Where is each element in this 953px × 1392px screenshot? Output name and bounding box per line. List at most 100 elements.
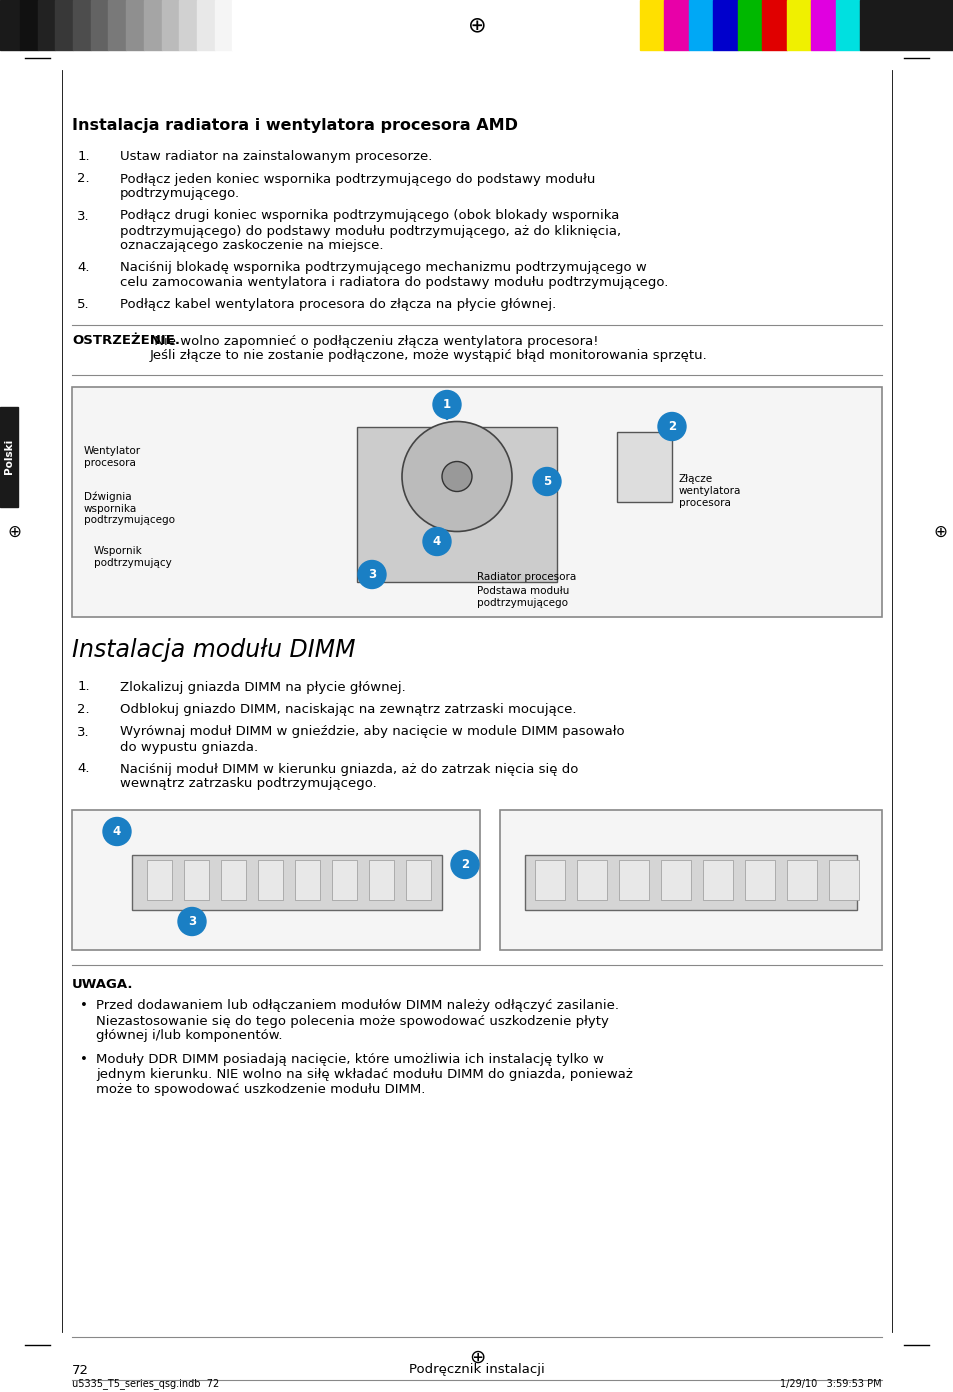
Text: 4: 4	[433, 535, 440, 548]
Circle shape	[357, 561, 386, 589]
Bar	[618, 859, 648, 899]
Bar	[20, 0, 38, 50]
Text: Radiator procesora: Radiator procesora	[476, 572, 576, 582]
Bar	[524, 855, 856, 909]
Text: ⊕: ⊕	[467, 15, 486, 35]
Bar	[639, 0, 663, 50]
Bar	[71, 810, 479, 949]
Text: •: •	[80, 1052, 88, 1066]
Bar	[369, 859, 394, 899]
Text: OSTRZEŻENIE.: OSTRZEŻENIE.	[71, 334, 180, 348]
Bar	[737, 0, 761, 50]
Bar	[55, 0, 73, 50]
Bar	[179, 0, 196, 50]
Text: Odblokuj gniazdo DIMM, naciskając na zewnątrz zatrzaski mocujące.: Odblokuj gniazdo DIMM, naciskając na zew…	[120, 703, 576, 715]
Bar	[144, 0, 161, 50]
Text: u5335_T5_series_qsg.indb  72: u5335_T5_series_qsg.indb 72	[71, 1378, 219, 1389]
Text: 4.: 4.	[77, 262, 90, 274]
Circle shape	[533, 468, 560, 496]
Text: 2.: 2.	[77, 173, 90, 185]
Text: Naciśnij blokadę wspornika podtrzymującego mechanizmu podtrzymującego w
celu zam: Naciśnij blokadę wspornika podtrzymujące…	[120, 262, 668, 290]
Bar	[147, 859, 172, 899]
Text: Podłącz drugi koniec wspornika podtrzymującego (obok blokady wspornika
podtrzymu: Podłącz drugi koniec wspornika podtrzymu…	[120, 210, 620, 252]
Text: 2: 2	[460, 857, 469, 871]
Text: •: •	[80, 999, 88, 1012]
Circle shape	[658, 412, 685, 440]
Text: 1: 1	[442, 398, 451, 411]
Bar	[221, 859, 246, 899]
Text: Zlokalizuj gniazda DIMM na płycie głównej.: Zlokalizuj gniazda DIMM na płycie główne…	[120, 681, 405, 693]
Bar	[356, 426, 557, 582]
Text: Instalacja radiatora i wentylatora procesora AMD: Instalacja radiatora i wentylatora proce…	[71, 118, 517, 134]
Text: 2.: 2.	[77, 703, 90, 715]
Text: 1.: 1.	[77, 150, 90, 163]
Text: 2: 2	[667, 420, 676, 433]
Bar	[688, 0, 713, 50]
Bar	[761, 0, 786, 50]
Text: Polski: Polski	[4, 438, 14, 475]
Bar	[73, 0, 91, 50]
Bar	[91, 0, 109, 50]
Bar	[71, 387, 882, 617]
Text: ⊕: ⊕	[932, 522, 946, 540]
Text: Moduły DDR DIMM posiadają nacięcie, które umożliwia ich instalację tylko w
jedny: Moduły DDR DIMM posiadają nacięcie, któr…	[96, 1052, 632, 1096]
Bar	[499, 810, 882, 949]
Text: 1.: 1.	[77, 681, 90, 693]
Bar	[0, 406, 18, 507]
Bar	[702, 859, 732, 899]
Text: 3: 3	[188, 915, 196, 928]
Bar	[0, 0, 20, 50]
Bar	[535, 859, 564, 899]
Text: Wspornik
podtrzymujący: Wspornik podtrzymujący	[94, 547, 172, 568]
Circle shape	[178, 908, 206, 935]
Text: Przed dodawaniem lub odłączaniem modułów DIMM należy odłączyć zasilanie.
Niezast: Przed dodawaniem lub odłączaniem modułów…	[96, 999, 618, 1043]
Text: Złącze
wentylatora
procesora: Złącze wentylatora procesora	[679, 475, 740, 508]
Text: Ustaw radiator na zainstalowanym procesorze.: Ustaw radiator na zainstalowanym proceso…	[120, 150, 432, 163]
Bar	[660, 859, 690, 899]
Text: Nie wolno zapomnieć o podłączeniu złącza wentylatora procesora!
Jeśli złącze to : Nie wolno zapomnieć o podłączeniu złącza…	[150, 334, 707, 362]
Bar	[786, 859, 816, 899]
Text: Podręcznik instalacji: Podręcznik instalacji	[409, 1364, 544, 1377]
Text: Podłącz kabel wentylatora procesora do złącza na płycie głównej.: Podłącz kabel wentylatora procesora do z…	[120, 298, 556, 310]
Bar	[257, 859, 283, 899]
Bar	[835, 0, 859, 50]
Bar	[786, 0, 810, 50]
Bar	[744, 859, 774, 899]
Text: 72: 72	[71, 1364, 89, 1377]
Bar	[184, 859, 209, 899]
Text: Dźwignia
wspornika
podtrzymującego: Dźwignia wspornika podtrzymującego	[84, 491, 174, 525]
Text: ⊕: ⊕	[7, 522, 21, 540]
Bar	[713, 0, 737, 50]
Bar	[161, 0, 179, 50]
Text: Wentylator
procesora: Wentylator procesora	[84, 447, 141, 468]
Circle shape	[433, 391, 460, 419]
Bar	[617, 432, 671, 501]
Text: 5.: 5.	[77, 298, 90, 310]
Bar	[38, 0, 55, 50]
Text: 3: 3	[368, 568, 375, 580]
Text: UWAGA.: UWAGA.	[71, 977, 133, 991]
Bar	[577, 859, 606, 899]
Circle shape	[401, 422, 512, 532]
Circle shape	[103, 817, 131, 845]
Text: Naciśnij moduł DIMM w kierunku gniazda, aż do zatrzak nięcia się do
wewnątrz zat: Naciśnij moduł DIMM w kierunku gniazda, …	[120, 763, 578, 791]
Bar	[406, 859, 431, 899]
Bar	[214, 0, 233, 50]
Circle shape	[451, 851, 478, 878]
Bar	[233, 0, 250, 50]
Bar	[859, 0, 953, 50]
Text: 5: 5	[542, 475, 551, 489]
Circle shape	[441, 462, 472, 491]
Text: 4.: 4.	[77, 763, 90, 775]
Bar	[196, 0, 214, 50]
Bar	[810, 0, 835, 50]
Bar	[332, 859, 356, 899]
Bar	[126, 0, 144, 50]
Text: ⊕: ⊕	[468, 1347, 485, 1367]
Text: 1/29/10   3:59:53 PM: 1/29/10 3:59:53 PM	[780, 1379, 882, 1389]
Bar	[294, 859, 319, 899]
Text: Podstawa modułu
podtrzymującego: Podstawa modułu podtrzymującego	[476, 586, 569, 608]
Bar	[828, 859, 858, 899]
Text: 4: 4	[112, 825, 121, 838]
Text: 3.: 3.	[77, 725, 90, 739]
